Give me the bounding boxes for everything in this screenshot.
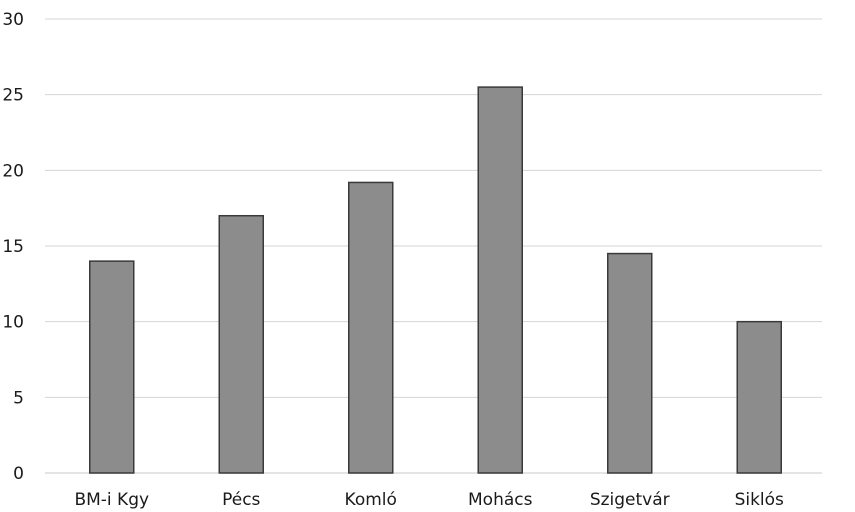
- x-category-label: Pécs: [222, 490, 260, 510]
- bar: [348, 181, 394, 474]
- x-category-label: Komló: [345, 490, 397, 510]
- y-tick-label: 25: [2, 86, 24, 106]
- x-category-label: Siklós: [735, 490, 784, 510]
- y-tick-label: 5: [13, 388, 24, 408]
- x-category-label: Mohács: [468, 490, 533, 510]
- bar: [89, 260, 135, 474]
- y-axis-tick-labels: 0 5 10 15 20 25 30: [2, 10, 24, 484]
- bar: [736, 320, 782, 474]
- x-axis-category-labels: BM-i Kgy Pécs Komló Mohács Szigetvár Siklós: [74, 490, 784, 510]
- x-category-label: Szigetvár: [590, 490, 670, 510]
- y-tick-label: 10: [2, 313, 24, 333]
- y-tick-label: 20: [2, 161, 24, 181]
- x-category-label: BM-i Kgy: [74, 490, 149, 510]
- bar: [607, 252, 653, 474]
- gridlines: [45, 18, 822, 474]
- y-tick-label: 15: [2, 237, 24, 257]
- bars: [89, 86, 782, 474]
- y-tick-label: 30: [2, 10, 24, 30]
- bar: [218, 214, 264, 474]
- y-tick-label: 0: [13, 464, 24, 484]
- bar: [477, 86, 523, 474]
